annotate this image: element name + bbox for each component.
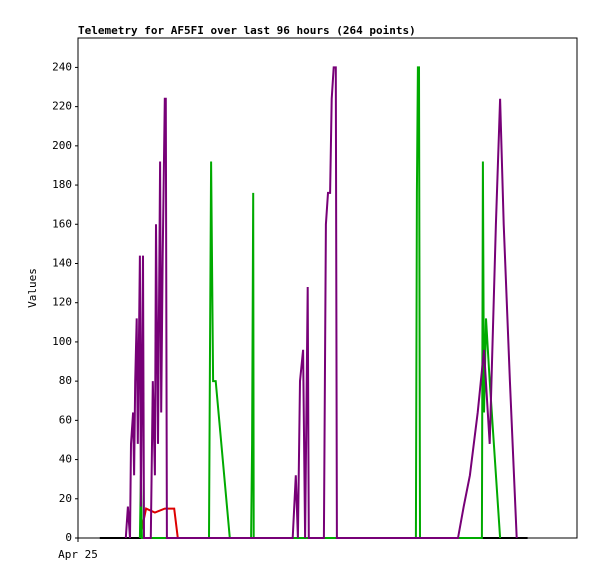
y-tick-label: 240: [52, 60, 72, 73]
series-line: [138, 66, 502, 539]
plot-frame: [77, 37, 578, 539]
y-tick-label: 200: [52, 139, 72, 152]
y-tick-label: 20: [59, 492, 72, 505]
y-axis-label: Values: [26, 268, 39, 308]
y-tick-label: 40: [59, 453, 72, 466]
x-tick-label: Apr 25: [58, 548, 98, 561]
y-tick-label: 80: [59, 374, 72, 387]
y-tick-label: 160: [52, 217, 72, 230]
y-tick-label: 0: [65, 531, 72, 544]
series-line: [124, 66, 518, 539]
y-tick-label: 60: [59, 413, 72, 426]
y-tick-label: 140: [52, 256, 72, 269]
y-tick-label: 220: [52, 100, 72, 113]
y-tick-label: 120: [52, 296, 72, 309]
chart-title: Telemetry for AF5FI over last 96 hours (…: [78, 24, 416, 37]
y-tick-label: 180: [52, 178, 72, 191]
series-line: [138, 507, 179, 539]
y-tick-label: 100: [52, 335, 72, 348]
